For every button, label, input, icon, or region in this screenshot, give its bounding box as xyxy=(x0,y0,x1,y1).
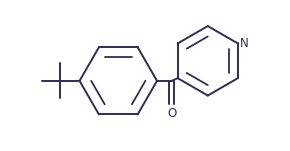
Text: N: N xyxy=(240,37,249,50)
Text: O: O xyxy=(167,107,176,120)
